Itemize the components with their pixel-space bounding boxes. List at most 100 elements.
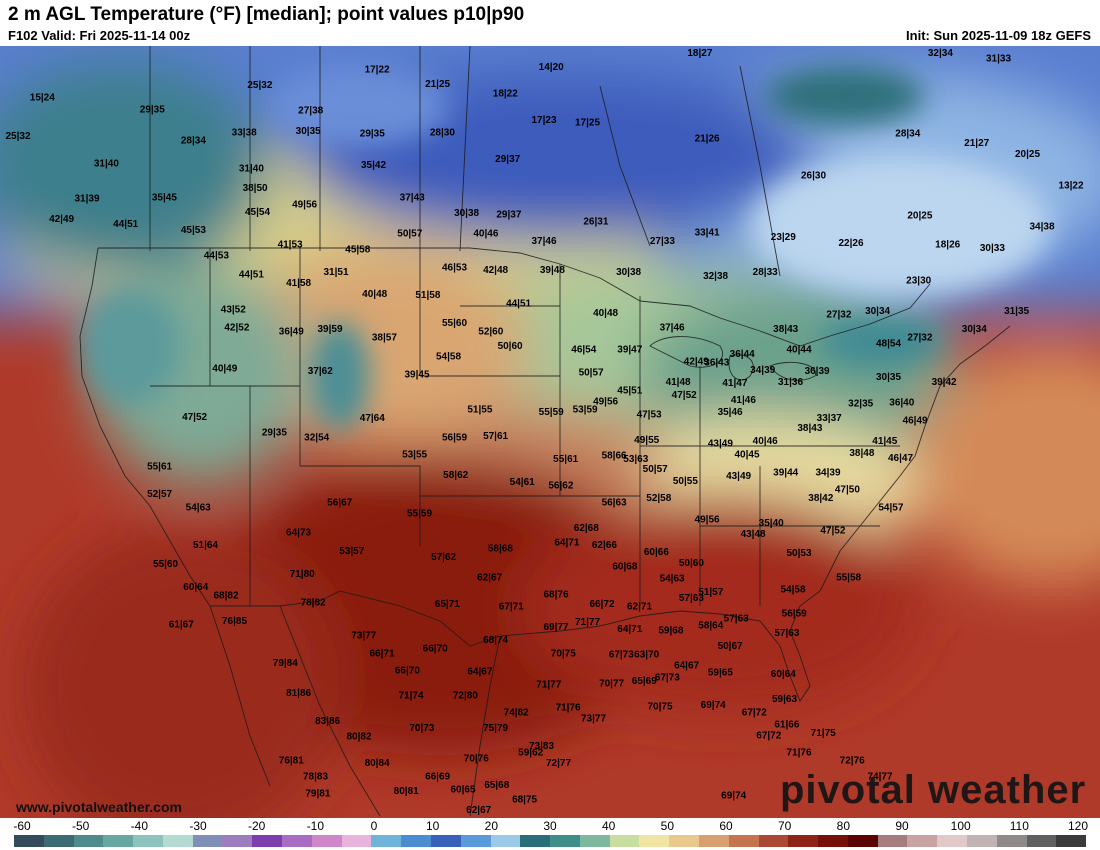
point-value-label: 62|71 [627, 601, 652, 612]
point-value-label: 45|58 [345, 244, 370, 255]
point-value-label: 39|42 [932, 377, 957, 388]
point-value-label: 70|75 [551, 648, 576, 659]
point-value-label: 30|34 [865, 306, 890, 317]
color-scale-swatch [728, 835, 759, 847]
point-value-label: 61|66 [774, 720, 799, 731]
color-scale-tick-label: 20 [484, 819, 499, 833]
point-value-label: 50|57 [397, 229, 422, 240]
point-value-label: 79|84 [273, 658, 298, 669]
point-value-label: 30|35 [876, 372, 901, 383]
point-value-label: 38|43 [797, 423, 822, 434]
point-value-label: 47|52 [672, 390, 697, 401]
point-value-label: 71|77 [575, 617, 600, 628]
point-value-label: 55|61 [553, 454, 578, 465]
point-value-label: 30|34 [962, 324, 987, 335]
point-value-label: 38|43 [773, 324, 798, 335]
point-value-label: 31|51 [323, 267, 348, 278]
point-value-label: 69|74 [721, 791, 746, 802]
point-value-label: 41|58 [286, 278, 311, 289]
point-value-label: 54|58 [780, 584, 805, 595]
point-value-label: 18|26 [935, 239, 960, 250]
point-value-label: 14|20 [539, 62, 564, 73]
point-value-label: 15|24 [30, 92, 55, 103]
point-value-label: 30|35 [296, 126, 321, 137]
point-value-label: 30|38 [454, 208, 479, 219]
point-value-label: 57|63 [774, 628, 799, 639]
point-value-label: 67|72 [756, 730, 781, 741]
point-value-label: 60|66 [644, 547, 669, 558]
point-value-label: 68|82 [213, 591, 238, 602]
map-title: 2 m AGL Temperature (°F) [median]; point… [8, 4, 525, 25]
point-value-label: 76|85 [222, 616, 247, 627]
point-value-label: 80|84 [365, 758, 390, 769]
point-value-label: 39|48 [540, 265, 565, 276]
point-value-label: 13|22 [1058, 180, 1083, 191]
point-value-label: 55|61 [147, 461, 172, 472]
point-value-label: 53|57 [339, 546, 364, 557]
color-scale-swatch [550, 835, 580, 847]
point-value-label: 83|86 [315, 716, 340, 727]
point-value-label: 52|57 [147, 489, 172, 500]
point-value-label: 45|54 [245, 207, 270, 218]
temperature-map[interactable]: 15|24 25|32 17|22 21|25 14|20 18|22 18|27 32|34… [0, 46, 1100, 818]
valid-time: F102 Valid: Fri 2025-11-14 00z [8, 28, 191, 43]
color-scale-tick-label: 100 [950, 819, 971, 833]
point-value-label: 64|67 [674, 660, 699, 671]
point-value-label: 38|48 [849, 448, 874, 459]
point-value-label: 47|52 [182, 412, 207, 423]
point-value-label: 80|81 [394, 786, 419, 797]
point-value-label: 54|63 [186, 502, 211, 513]
point-value-label: 25|32 [247, 80, 272, 91]
point-value-label: 62|67 [477, 572, 502, 583]
point-value-label: 65|69 [632, 676, 657, 687]
point-value-label: 31|39 [74, 194, 99, 205]
point-value-label: 66|70 [423, 644, 448, 655]
point-value-label: 49|56 [593, 396, 618, 407]
color-scale-tick-label: 0 [370, 819, 378, 833]
color-scale-swatch [282, 835, 312, 847]
color-scale-swatch [698, 835, 729, 847]
color-scale-bar [14, 835, 1087, 847]
color-scale-tick-label: 40 [601, 819, 616, 833]
point-value-label: 41|53 [278, 239, 303, 250]
point-value-label: 17|23 [531, 115, 556, 126]
point-value-label: 33|41 [695, 227, 720, 238]
init-time: Init: Sun 2025-11-09 18z GEFS [906, 28, 1091, 43]
color-scale-tick-label: -20 [247, 819, 266, 833]
point-value-label: 64|67 [467, 667, 492, 678]
point-value-label: 31|36 [778, 377, 803, 388]
point-value-label: 23|29 [771, 232, 796, 243]
point-value-label: 54|61 [510, 477, 535, 488]
point-value-label: 28|34 [181, 136, 206, 147]
point-value-label: 31|35 [1004, 306, 1029, 317]
point-value-label: 39|45 [404, 370, 429, 381]
point-value-label: 47|64 [360, 413, 385, 424]
point-value-label: 71|76 [556, 703, 581, 714]
color-scale-swatch [192, 835, 223, 847]
color-scale-swatch [877, 835, 908, 847]
point-value-label: 44|51 [113, 219, 138, 230]
color-scale-swatch [222, 835, 253, 847]
color-scale-swatch [311, 835, 342, 847]
point-value-label: 41|45 [872, 436, 897, 447]
point-value-label: 68|74 [483, 635, 508, 646]
point-value-label: 56|59 [442, 432, 467, 443]
point-value-label: 54|57 [878, 502, 903, 513]
point-value-label: 65|68 [484, 780, 509, 791]
point-value-label: 70|77 [599, 679, 624, 690]
point-value-label: 29|35 [360, 129, 385, 140]
point-value-label: 51|58 [415, 290, 440, 301]
point-value-label: 54|58 [436, 352, 461, 363]
point-value-label: 29|37 [496, 209, 521, 220]
point-value-label: 35|45 [152, 192, 177, 203]
point-value-label: 47|50 [835, 484, 860, 495]
point-value-label: 32|38 [703, 271, 728, 282]
point-value-label: 51|55 [467, 405, 492, 416]
point-value-label: 27|38 [298, 106, 323, 117]
point-value-label: 64|73 [286, 528, 311, 539]
color-scale-tick-label: 110 [1009, 819, 1029, 833]
point-value-label: 38|42 [808, 493, 833, 504]
point-value-label: 74|77 [867, 771, 892, 782]
point-value-label: 70|76 [464, 753, 489, 764]
point-value-label: 46|49 [903, 416, 928, 427]
